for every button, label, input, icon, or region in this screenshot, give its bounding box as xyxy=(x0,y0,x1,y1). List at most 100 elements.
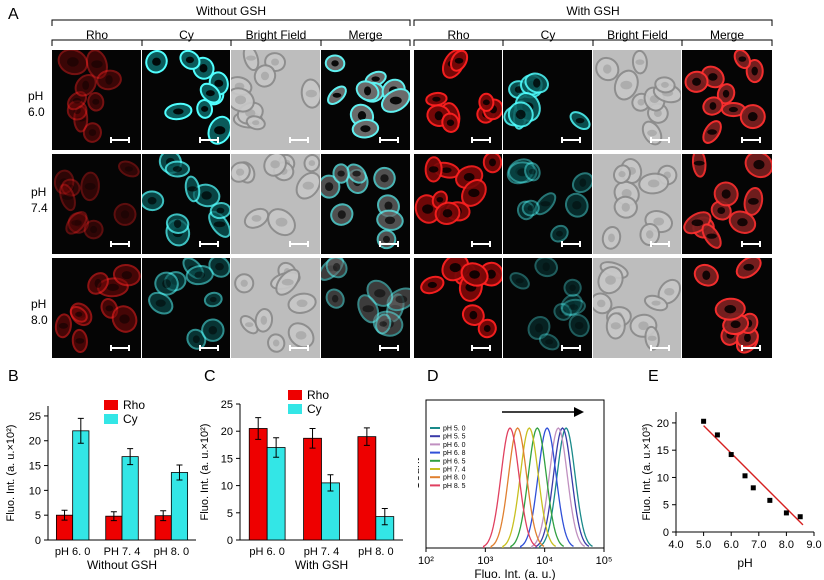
cell-nucleus xyxy=(105,305,114,312)
cell-nucleus xyxy=(434,111,443,121)
y-tick-label: 10 xyxy=(657,472,669,484)
cell-nucleus xyxy=(579,178,587,187)
cell-body xyxy=(516,200,535,221)
data-point-2 xyxy=(714,432,720,438)
cell-nucleus xyxy=(621,202,630,212)
cell-body xyxy=(66,91,87,111)
micrograph-r2-c4 xyxy=(321,154,410,254)
cell-nucleus xyxy=(638,321,649,331)
cell-body xyxy=(65,211,88,235)
scale-bar xyxy=(199,137,219,143)
micrograph-r3-c1 xyxy=(52,258,141,358)
cell-nucleus xyxy=(702,270,711,281)
cell-body xyxy=(203,291,223,308)
scale-bar xyxy=(199,241,219,247)
cell-nucleus xyxy=(275,217,288,227)
cell-nucleus xyxy=(610,322,621,330)
x-tick-label: 10² xyxy=(418,555,434,567)
micrograph-r1-c4 xyxy=(321,50,410,150)
histogram-curve-6 xyxy=(502,427,557,549)
scale-bar xyxy=(741,241,761,247)
legend-label-2: pH 5. 5 xyxy=(443,434,466,441)
cell-nucleus xyxy=(717,207,726,215)
cell-nucleus xyxy=(661,81,669,88)
cell-body xyxy=(59,183,76,212)
cell-body xyxy=(386,287,410,312)
error-bar xyxy=(381,507,388,526)
micrograph-r3-c8 xyxy=(682,258,772,358)
cell-nucleus xyxy=(522,207,530,214)
cell-body xyxy=(73,105,89,133)
legend-label-5: pH 6. 5 xyxy=(443,458,466,465)
cell-nucleus xyxy=(235,95,247,105)
cell-nucleus xyxy=(730,320,741,329)
panel-label-b: B xyxy=(8,368,19,385)
cell-nucleus xyxy=(260,71,269,81)
cell-body xyxy=(53,169,75,195)
x-axis-label: Fluo. Int. (a. u.) xyxy=(474,567,555,580)
cell-body xyxy=(67,212,90,234)
cell-body xyxy=(118,160,140,178)
cell-body xyxy=(325,258,348,279)
legend-swatch-cy xyxy=(288,404,302,414)
x-tick-label: 4.0 xyxy=(668,539,683,551)
cell-nucleus xyxy=(147,197,157,205)
x-tick-label: 7.0 xyxy=(751,539,766,551)
cell-nucleus xyxy=(706,233,717,239)
legend-label-3: pH 6. 0 xyxy=(443,442,466,449)
x-tick-label: pH 6. 0 xyxy=(55,546,90,558)
error-bar xyxy=(327,474,334,492)
cell-nucleus xyxy=(260,315,268,325)
cell-nucleus xyxy=(568,304,579,311)
y-tick-label: 5 xyxy=(227,508,233,520)
x-axis-label: pH xyxy=(737,556,752,570)
scale-bar xyxy=(561,345,581,351)
scale-bar xyxy=(471,137,491,143)
scale-bar xyxy=(379,241,399,247)
cell-nucleus xyxy=(270,160,280,169)
row-label-ph74: pH 7.4 xyxy=(31,184,48,216)
scale-bar xyxy=(110,345,130,351)
cell-nucleus xyxy=(308,160,316,167)
micrograph-r1-c7 xyxy=(593,50,681,150)
micrograph-r1-c1 xyxy=(52,50,141,150)
error-bar xyxy=(273,437,280,458)
cell-nucleus xyxy=(535,323,543,333)
cell-nucleus xyxy=(162,279,171,289)
cell-nucleus xyxy=(454,57,464,64)
scale-bar xyxy=(110,241,130,247)
cell-nucleus xyxy=(693,160,705,166)
cell-nucleus xyxy=(374,289,386,298)
cell-nucleus xyxy=(74,219,83,227)
cell-nucleus xyxy=(743,263,755,271)
cell-nucleus xyxy=(215,262,224,271)
cell-nucleus xyxy=(468,188,480,198)
y-axis-label: Fluo. Int. (a. u.×10²) xyxy=(199,424,211,521)
y-axis-label: Fluo. Int. (a. u.×10³) xyxy=(641,424,653,521)
cell-nucleus xyxy=(436,196,444,203)
cell-nucleus xyxy=(647,179,660,188)
cell-nucleus xyxy=(173,219,182,228)
cell-nucleus xyxy=(515,166,527,176)
col-header-rho-2: Rho xyxy=(447,28,470,42)
panel-label-c: C xyxy=(204,368,216,385)
data-point-5 xyxy=(750,485,756,491)
cell-nucleus xyxy=(747,111,758,122)
cell-nucleus xyxy=(709,102,717,110)
cell-nucleus xyxy=(84,182,96,190)
cell-body xyxy=(87,91,105,112)
x-tick-label: PH 7. 4 xyxy=(104,546,141,558)
x-tick-label: 8.0 xyxy=(779,539,794,551)
x-tick-label: 9.0 xyxy=(806,539,821,551)
cell-nucleus xyxy=(73,106,81,115)
micrograph-r1-c6 xyxy=(503,50,592,150)
panel-label-a: A xyxy=(8,6,19,23)
shift-arrowhead xyxy=(574,407,584,417)
cell-body xyxy=(61,178,81,197)
micrograph-r1-c2 xyxy=(142,50,230,150)
cell-nucleus xyxy=(446,119,455,126)
cell-nucleus xyxy=(252,120,260,126)
x-tick-label: 6.0 xyxy=(724,539,739,551)
cell-nucleus xyxy=(281,278,294,286)
legend-label-rho: Rho xyxy=(307,388,329,402)
